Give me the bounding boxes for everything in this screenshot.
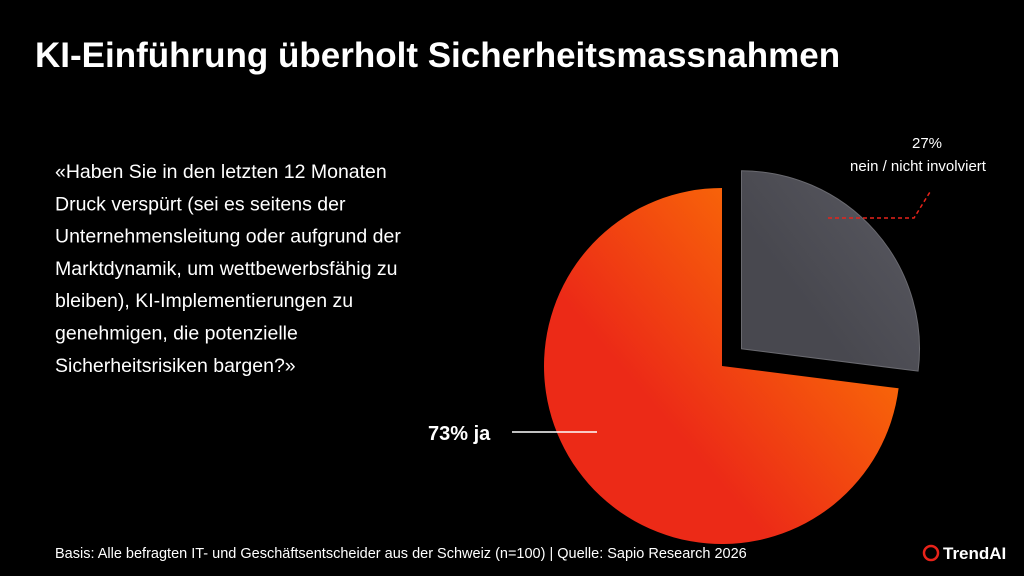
category-label: nein / nicht involviert: [850, 158, 987, 175]
logo: TrendAI: [922, 544, 1006, 563]
category-label: ja: [473, 423, 492, 445]
value-label: 73%: [428, 423, 468, 445]
question-line: Druck verspürt (sei es seitens der: [55, 193, 346, 215]
question-line: Sicherheitsrisiken bargen?»: [55, 355, 296, 377]
pie-slice: [741, 170, 921, 372]
logo-text: TrendAI: [943, 544, 1006, 563]
question-line: Unternehmensleitung oder aufgrund der: [55, 226, 401, 248]
question-line: bleiben), KI-Implementierungen zu: [55, 290, 353, 312]
slice-label: 73% ja: [428, 423, 491, 445]
question: «Haben Sie in den letzten 12 Monaten Druc…: [55, 161, 401, 377]
question-line: «Haben Sie in den letzten 12 Monaten: [55, 161, 387, 183]
pie: [544, 170, 921, 544]
value-label: 27%: [912, 135, 942, 152]
footnote: Basis: Alle befragten IT- und Geschäftse…: [55, 546, 747, 562]
question-line: genehmigen, die potenzielle: [55, 323, 298, 345]
chart-title: KI-Einführung überholt Sicherheitsmassna…: [35, 36, 840, 75]
pie-slice: [544, 188, 899, 544]
leader-line: [828, 191, 931, 219]
logo-icon: [922, 544, 940, 562]
question-line: Marktdynamik, um wettbewerbsfähig zu: [55, 258, 397, 280]
